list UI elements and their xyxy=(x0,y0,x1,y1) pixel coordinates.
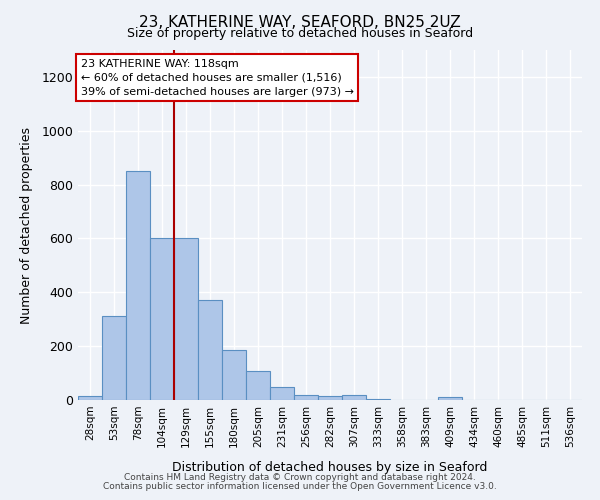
Bar xyxy=(102,316,126,400)
Bar xyxy=(294,394,318,400)
Bar xyxy=(318,396,342,400)
Bar xyxy=(174,238,198,400)
Text: Size of property relative to detached houses in Seaford: Size of property relative to detached ho… xyxy=(127,28,473,40)
Text: 23, KATHERINE WAY, SEAFORD, BN25 2UZ: 23, KATHERINE WAY, SEAFORD, BN25 2UZ xyxy=(139,15,461,30)
Text: Contains public sector information licensed under the Open Government Licence v3: Contains public sector information licen… xyxy=(103,482,497,491)
Bar xyxy=(246,371,270,400)
Bar xyxy=(270,388,294,400)
X-axis label: Distribution of detached houses by size in Seaford: Distribution of detached houses by size … xyxy=(172,461,488,474)
Text: Contains HM Land Registry data © Crown copyright and database right 2024.: Contains HM Land Registry data © Crown c… xyxy=(124,474,476,482)
Bar xyxy=(438,398,462,400)
Text: 23 KATHERINE WAY: 118sqm
← 60% of detached houses are smaller (1,516)
39% of sem: 23 KATHERINE WAY: 118sqm ← 60% of detach… xyxy=(80,59,353,97)
Bar xyxy=(366,398,390,400)
Bar xyxy=(198,300,222,400)
Bar xyxy=(78,396,102,400)
Bar xyxy=(150,238,174,400)
Bar xyxy=(222,350,246,400)
Bar xyxy=(342,395,366,400)
Bar xyxy=(126,171,150,400)
Y-axis label: Number of detached properties: Number of detached properties xyxy=(20,126,33,324)
